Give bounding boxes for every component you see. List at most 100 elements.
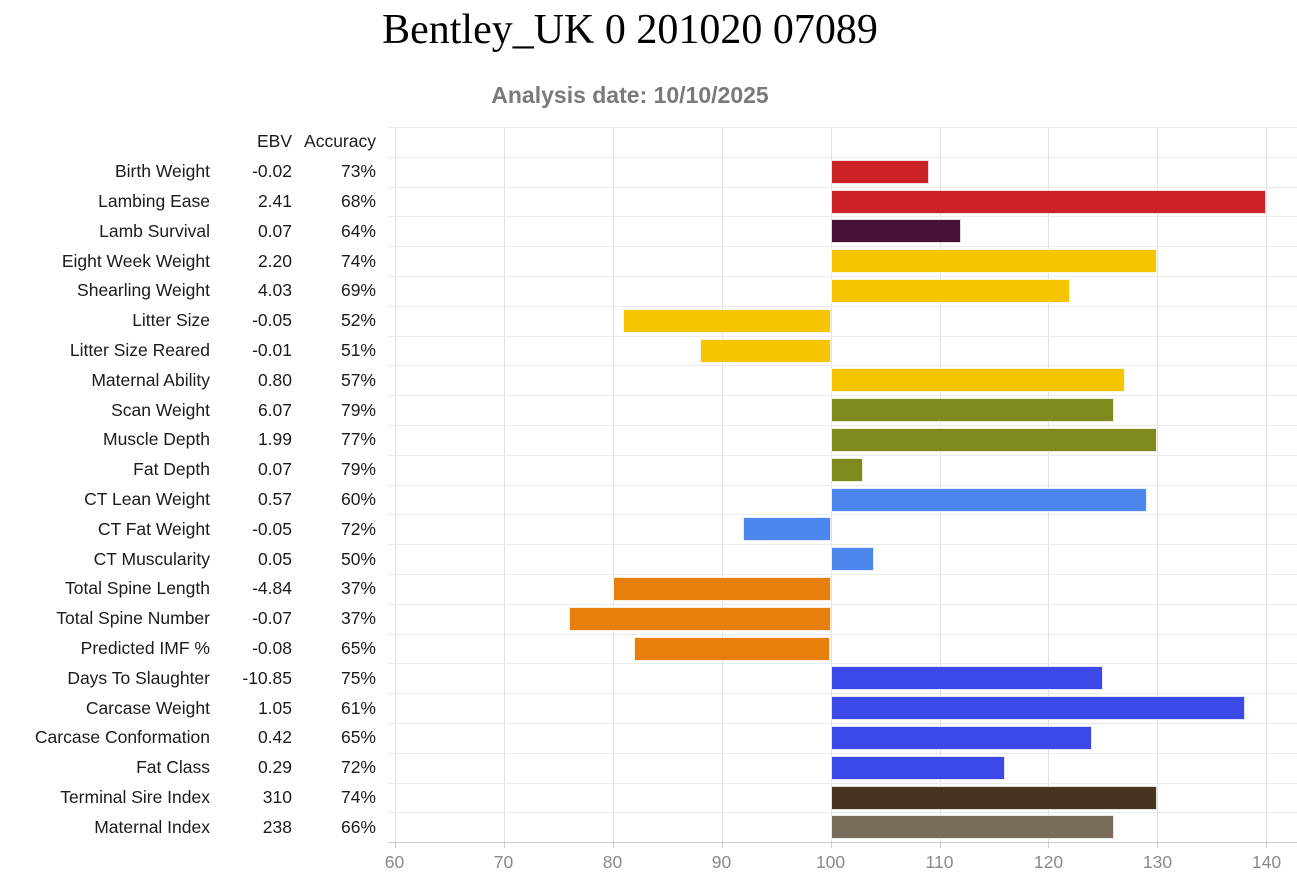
- ebv-bar: [830, 457, 864, 482]
- ebv-bar: [830, 755, 1005, 780]
- table-row: Predicted IMF % -0.08 65%: [0, 634, 388, 664]
- trait-accuracy-value: 73%: [340, 161, 376, 182]
- trait-accuracy-value: 66%: [340, 816, 376, 837]
- x-axis-tick: [1266, 842, 1268, 848]
- table-row: Fat Depth 0.07 79%: [0, 455, 388, 485]
- table-row: Scan Weight 6.07 79%: [0, 395, 388, 425]
- trait-table: EBV Accuracy Birth Weight -0.02 73% Lambing…: [0, 127, 388, 842]
- table-row: Litter Size -0.05 52%: [0, 306, 388, 336]
- trait-accuracy-value: 51%: [340, 339, 376, 360]
- ebv-bar: [830, 547, 875, 572]
- trait-label: Lamb Survival: [99, 220, 210, 241]
- horizontal-gridline: [388, 574, 1297, 575]
- table-row: Shearling Weight 4.03 69%: [0, 276, 388, 306]
- table-row: Maternal Ability 0.80 57%: [0, 365, 388, 395]
- x-axis-line: [388, 842, 1297, 844]
- trait-ebv-value: 1.99: [257, 429, 292, 450]
- ebv-bar: [830, 815, 1114, 840]
- trait-accuracy-value: 52%: [340, 310, 376, 331]
- trait-ebv-value: 0.80: [257, 369, 292, 390]
- trait-label: Carcase Weight: [85, 697, 210, 718]
- ebv-bar: [830, 487, 1147, 512]
- table-header-row: EBV Accuracy: [0, 127, 388, 157]
- trait-label: Total Spine Length: [65, 578, 210, 599]
- horizontal-gridline: [388, 693, 1297, 695]
- trait-ebv-value: 0.05: [257, 548, 292, 569]
- trait-accuracy-value: 75%: [340, 667, 376, 688]
- x-axis-tick: [939, 842, 941, 848]
- table-row: Eight Week Weight 2.20 74%: [0, 246, 388, 276]
- table-row: Lambing Ease 2.41 68%: [0, 187, 388, 217]
- x-axis-label: 100: [815, 852, 846, 872]
- horizontal-gridline: [388, 186, 1297, 188]
- trait-ebv-value: 6.07: [257, 399, 292, 420]
- trait-accuracy-value: 79%: [340, 399, 376, 420]
- x-axis-tick: [1048, 842, 1050, 848]
- horizontal-gridline: [388, 782, 1297, 784]
- table-row: Total Spine Number -0.07 37%: [0, 604, 388, 634]
- x-axis-tick: [503, 842, 505, 848]
- x-axis-label: 70: [493, 852, 514, 872]
- horizontal-gridline: [388, 663, 1297, 665]
- trait-accuracy-value: 65%: [340, 637, 376, 658]
- horizontal-gridline: [388, 246, 1297, 248]
- x-axis-tick: [721, 842, 723, 848]
- trait-accuracy-value: 68%: [340, 190, 376, 211]
- horizontal-gridline: [388, 365, 1297, 367]
- trait-label: Terminal Sire Index: [60, 786, 210, 807]
- horizontal-gridline: [388, 514, 1297, 516]
- x-axis-label: 90: [711, 852, 732, 872]
- trait-label: Predicted IMF %: [80, 637, 210, 658]
- ebv-bar: [830, 368, 1125, 393]
- ebv-bar: [830, 249, 1158, 274]
- trait-ebv-value: -10.85: [242, 667, 292, 688]
- ebv-bar: [830, 159, 929, 184]
- trait-ebv-value: -0.02: [252, 161, 292, 182]
- trait-label: Fat Class: [136, 757, 210, 778]
- horizontal-gridline: [388, 335, 1297, 337]
- trait-ebv-value: -0.08: [252, 637, 292, 658]
- trait-label: Days To Slaughter: [67, 667, 210, 688]
- table-row: Fat Class 0.29 72%: [0, 753, 388, 783]
- ebv-bar: [699, 338, 831, 363]
- trait-accuracy-value: 72%: [340, 518, 376, 539]
- ebv-bar: [830, 696, 1245, 721]
- trait-label: Litter Size Reared: [69, 339, 210, 360]
- ebv-bar: [830, 427, 1158, 452]
- ebv-bar: [743, 517, 831, 542]
- x-axis-tick: [830, 842, 832, 848]
- ebv-bar: [830, 219, 962, 244]
- ebv-bar: [830, 278, 1071, 303]
- trait-label: Maternal Ability: [91, 369, 210, 390]
- x-axis-label: 110: [925, 852, 954, 872]
- trait-ebv-value: 0.07: [257, 220, 292, 241]
- table-row: Maternal Index 238 66%: [0, 812, 388, 842]
- trait-label: Maternal Index: [94, 816, 210, 837]
- table-row: Carcase Conformation 0.42 65%: [0, 723, 388, 753]
- ebv-bar: [830, 666, 1103, 691]
- ebv-bar: [612, 576, 831, 601]
- trait-accuracy-value: 37%: [340, 578, 376, 599]
- x-axis-tick: [612, 842, 614, 848]
- trait-accuracy-value: 77%: [340, 429, 376, 450]
- trait-ebv-value: -0.01: [252, 339, 292, 360]
- horizontal-gridline: [388, 305, 1297, 307]
- horizontal-gridline: [388, 276, 1297, 277]
- trait-label: Shearling Weight: [77, 280, 210, 301]
- ebv-bar: [568, 606, 831, 631]
- x-axis-label: 140: [1251, 852, 1282, 872]
- ebv-bar: [830, 725, 1093, 750]
- x-axis-tick: [394, 842, 396, 848]
- trait-ebv-value: 0.57: [257, 488, 292, 509]
- trait-label: Total Spine Number: [56, 608, 210, 629]
- ebv-bar: [623, 308, 831, 333]
- trait-label: Lambing Ease: [98, 190, 210, 211]
- trait-accuracy-value: 57%: [340, 369, 376, 390]
- trait-ebv-value: -0.05: [252, 310, 292, 331]
- x-axis-tick: [1157, 842, 1159, 848]
- horizontal-gridline: [388, 216, 1297, 218]
- trait-accuracy-value: 74%: [340, 786, 376, 807]
- x-axis: 60 70 80 90 100 110 120 130 140: [385, 842, 1297, 888]
- trait-ebv-value: 0.29: [257, 757, 292, 778]
